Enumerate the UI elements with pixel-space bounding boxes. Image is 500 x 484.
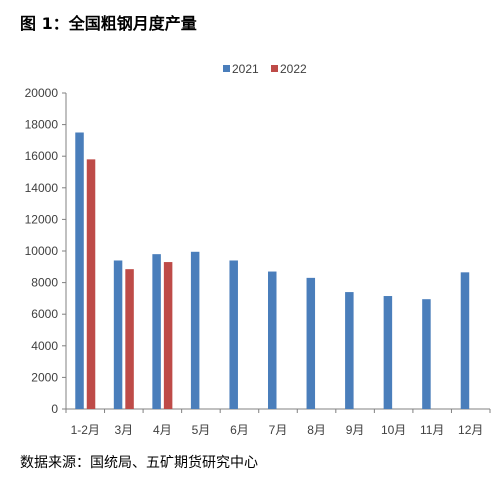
bar-series — [75, 132, 470, 409]
legend-label-2022: 2022 — [280, 62, 307, 76]
bar-2021 — [306, 277, 316, 409]
bar-2021 — [345, 292, 354, 409]
bar-2021 — [268, 271, 277, 409]
y-tick-label: 2000 — [31, 370, 58, 384]
y-tick-label: 20000 — [25, 86, 59, 100]
legend-swatch-2022 — [271, 65, 278, 72]
y-tick-label: 18000 — [25, 118, 59, 132]
x-tick-label: 11月 — [420, 423, 444, 437]
source-note: 数据来源：国统局、五矿期货研究中心 — [20, 455, 258, 471]
chart-legend: 2021 2022 — [223, 62, 307, 76]
y-axis: 0 2000 4000 6000 8000 10000 12000 14000 16000 180… — [25, 86, 67, 416]
bar-2021 — [422, 299, 431, 409]
x-tick-label: 8月 — [307, 423, 326, 437]
x-tick-label: 3月 — [114, 423, 133, 437]
y-tick-label: 12000 — [25, 212, 59, 226]
y-tick-label: 4000 — [31, 339, 58, 353]
legend-swatch-2021 — [223, 65, 230, 72]
bar-2021 — [383, 296, 393, 409]
y-tick-label: 0 — [51, 402, 58, 416]
bar-2021 — [229, 260, 238, 409]
x-tick-label: 10月 — [381, 423, 406, 437]
x-axis: 1-2月 3月 4月 5月 6月 7月 8月 9月 10月 11月 12月 — [65, 408, 491, 437]
bar-2022 — [86, 159, 96, 409]
bar-2022 — [125, 269, 134, 409]
x-tick-label: 7月 — [269, 423, 288, 437]
bar-2021 — [75, 132, 84, 409]
x-tick-label: 6月 — [230, 423, 249, 437]
bar-2022 — [163, 262, 173, 409]
bar-2021 — [190, 251, 200, 409]
legend-label-2021: 2021 — [232, 62, 259, 76]
bar-2021 — [113, 260, 123, 409]
x-tick-label: 1-2月 — [71, 423, 100, 437]
y-tick-label: 16000 — [25, 149, 59, 163]
y-tick-label: 14000 — [25, 181, 59, 195]
x-tick-label: 4月 — [153, 423, 172, 437]
bar-2021 — [460, 272, 470, 409]
bar-2021 — [152, 254, 161, 409]
y-tick-label: 6000 — [31, 307, 58, 321]
x-tick-label: 12月 — [458, 423, 483, 437]
x-tick-label: 5月 — [192, 423, 211, 437]
figure-title: 图 1：全国粗钢月度产量 — [20, 14, 197, 33]
y-tick-label: 8000 — [31, 276, 58, 290]
y-tick-label: 10000 — [25, 244, 59, 258]
x-tick-label: 9月 — [346, 423, 365, 437]
